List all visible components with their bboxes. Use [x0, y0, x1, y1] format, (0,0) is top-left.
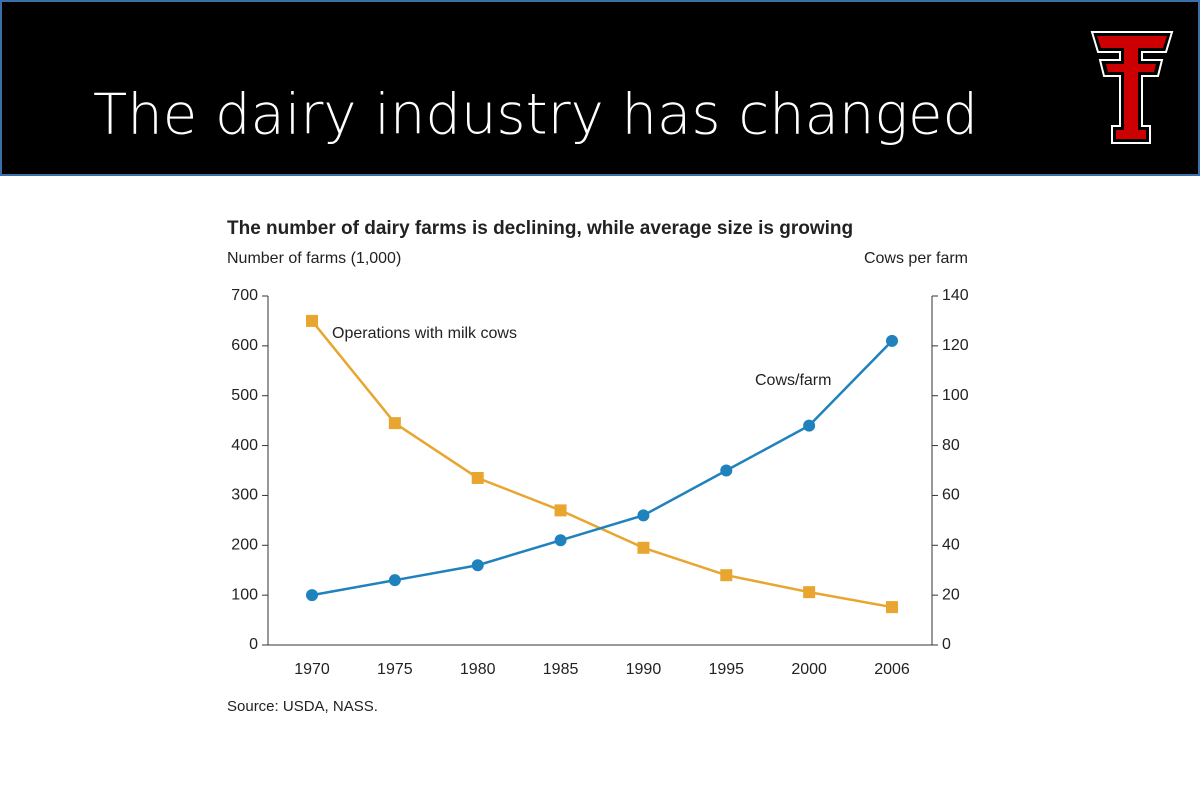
y2-tick-label: 20 [942, 586, 960, 603]
y2-tick-label: 60 [942, 487, 960, 504]
slide-title: The dairy industry has changed [93, 82, 978, 147]
marker [637, 541, 650, 554]
y-tick-label: 600 [231, 337, 258, 354]
y2-tick-label: 120 [942, 337, 969, 354]
x-tick-label: 1985 [543, 661, 579, 678]
chart-title: The number of dairy farms is declining, … [227, 218, 853, 239]
y2-tick-label: 140 [942, 287, 969, 304]
marker [471, 559, 484, 572]
y-axis-label: Number of farms (1,000) [227, 250, 401, 267]
marker [388, 417, 401, 430]
marker [803, 419, 816, 432]
source: Source: USDA, NASS. [227, 698, 378, 715]
marker [886, 601, 898, 614]
x-tick-label: 1980 [460, 661, 496, 678]
marker [637, 509, 650, 522]
y-tick-label: 400 [231, 437, 258, 454]
marker [554, 504, 567, 517]
x-tick-label: 2006 [874, 661, 910, 678]
marker [306, 589, 318, 602]
y2-tick-label: 80 [942, 437, 960, 454]
marker [720, 569, 733, 582]
x-tick-label: 1970 [294, 661, 330, 678]
header-band [0, 0, 1200, 176]
y-tick-label: 700 [231, 287, 258, 304]
y2-tick-label: 100 [942, 387, 969, 404]
y-tick-label: 300 [231, 487, 258, 504]
logo [1090, 31, 1174, 144]
x-tick-label: 1990 [626, 661, 662, 678]
y-tick-label: 200 [231, 537, 258, 554]
marker [388, 574, 401, 587]
marker [886, 334, 898, 347]
marker [803, 586, 816, 599]
logo-fill [1097, 36, 1167, 139]
y-tick-label: 100 [231, 586, 258, 603]
series-line [311, 320, 893, 609]
marker [554, 534, 567, 547]
y2-tick-label: 40 [942, 537, 960, 554]
y2-tick-label: 0 [942, 636, 951, 653]
x-tick-label: 1975 [377, 661, 413, 678]
y2-axis-label: Cows per farm [864, 250, 968, 267]
marker [720, 464, 733, 477]
series-label: Operations with milk cows [332, 325, 517, 342]
x-tick-label: 1995 [708, 661, 744, 678]
x-tick-label: 2000 [791, 661, 827, 678]
y-tick-label: 500 [231, 387, 258, 404]
marker [471, 471, 484, 484]
series-line [311, 339, 893, 597]
marker [306, 314, 318, 327]
y-tick-label: 0 [249, 636, 258, 653]
series-label: Cows/farm [755, 372, 831, 389]
